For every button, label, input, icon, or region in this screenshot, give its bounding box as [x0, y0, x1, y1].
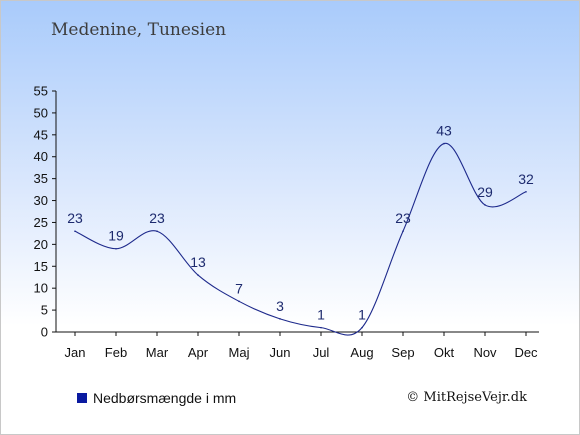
x-tick-label: Dec — [514, 345, 538, 360]
data-label: 7 — [235, 280, 243, 296]
y-tick-label: 40 — [34, 149, 48, 164]
y-tick-label: 0 — [41, 325, 48, 340]
data-point — [74, 230, 76, 233]
data-point — [402, 230, 404, 233]
series-line — [74, 143, 527, 336]
x-tick-label: Sep — [391, 345, 414, 360]
data-point — [279, 318, 281, 320]
data-label: 23 — [395, 210, 411, 226]
data-point — [484, 204, 486, 206]
data-label: 32 — [518, 171, 534, 187]
x-tick-label: Feb — [105, 345, 127, 360]
copyright-notice: © MitRejseVejr.dk — [406, 390, 527, 405]
data-label: 29 — [477, 184, 493, 200]
data-label: 3 — [276, 298, 284, 314]
x-tick-label: Jul — [313, 345, 330, 360]
x-tick-label: Jun — [270, 345, 291, 360]
x-tick-label: Mar — [146, 345, 169, 360]
data-point — [361, 326, 363, 329]
data-label: 23 — [149, 210, 165, 226]
x-tick-label: Aug — [350, 345, 373, 360]
data-label: 23 — [67, 210, 83, 226]
y-tick-label: 50 — [34, 105, 48, 120]
data-point — [115, 247, 117, 250]
y-tick-label: 10 — [34, 281, 48, 296]
data-point — [197, 274, 199, 276]
x-tick-label: Okt — [434, 345, 455, 360]
data-point — [525, 190, 527, 193]
x-tick-label: Apr — [188, 345, 209, 360]
legend-label: Nedbørsmængde i mm — [93, 390, 237, 406]
data-label: 13 — [190, 254, 206, 270]
data-label: 19 — [108, 228, 124, 244]
data-label: 43 — [436, 123, 452, 139]
data-label: 1 — [317, 307, 325, 323]
data-point — [238, 300, 240, 303]
chart-title: Medenine, Tunesien — [51, 20, 227, 40]
x-tick-label: Jan — [65, 345, 86, 360]
data-point — [156, 230, 158, 233]
y-tick-label: 30 — [34, 193, 48, 208]
data-point — [320, 326, 322, 329]
legend-swatch — [77, 393, 87, 403]
x-tick-label: Maj — [229, 345, 250, 360]
y-tick-label: 20 — [34, 237, 48, 252]
y-tick-label: 45 — [34, 127, 48, 142]
data-label: 1 — [358, 307, 366, 323]
y-tick-label: 5 — [41, 303, 48, 318]
data-point — [443, 142, 445, 145]
y-tick-label: 15 — [34, 259, 48, 274]
y-tick-label: 55 — [34, 84, 48, 99]
y-tick-label: 35 — [34, 171, 48, 186]
x-tick-label: Nov — [473, 345, 497, 360]
legend: Nedbørsmængde i mm — [77, 390, 236, 406]
y-tick-label: 25 — [34, 215, 48, 230]
